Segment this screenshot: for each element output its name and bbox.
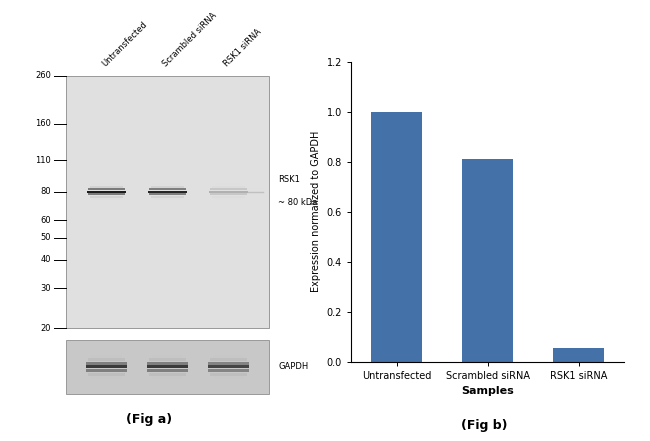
FancyBboxPatch shape: [66, 76, 269, 328]
FancyBboxPatch shape: [90, 186, 124, 188]
Text: 260: 260: [35, 71, 51, 80]
Text: RSK1: RSK1: [278, 175, 300, 184]
Bar: [463, 159, 512, 362]
FancyBboxPatch shape: [149, 373, 186, 376]
FancyBboxPatch shape: [88, 373, 125, 376]
FancyBboxPatch shape: [93, 183, 120, 186]
Text: 20: 20: [40, 324, 51, 333]
FancyBboxPatch shape: [210, 188, 247, 191]
FancyBboxPatch shape: [151, 186, 185, 188]
FancyBboxPatch shape: [147, 362, 188, 365]
Text: 30: 30: [40, 284, 51, 293]
FancyBboxPatch shape: [212, 196, 245, 198]
FancyBboxPatch shape: [148, 191, 187, 193]
Text: 60: 60: [40, 216, 51, 224]
Text: 110: 110: [35, 156, 51, 165]
FancyBboxPatch shape: [149, 358, 186, 361]
FancyBboxPatch shape: [149, 188, 187, 191]
X-axis label: Samples: Samples: [461, 386, 514, 396]
FancyBboxPatch shape: [88, 193, 125, 195]
FancyBboxPatch shape: [210, 193, 247, 195]
FancyBboxPatch shape: [210, 358, 247, 361]
Text: (Fig a): (Fig a): [127, 414, 172, 426]
Bar: [372, 112, 422, 362]
FancyBboxPatch shape: [88, 188, 125, 191]
FancyBboxPatch shape: [213, 376, 244, 379]
Y-axis label: Expression normalized to GAPDH: Expression normalized to GAPDH: [311, 131, 321, 292]
FancyBboxPatch shape: [86, 369, 127, 372]
Bar: [554, 348, 604, 362]
FancyBboxPatch shape: [91, 376, 122, 379]
Text: 160: 160: [35, 119, 51, 128]
FancyBboxPatch shape: [86, 362, 127, 365]
FancyBboxPatch shape: [215, 198, 242, 200]
FancyBboxPatch shape: [91, 355, 122, 358]
FancyBboxPatch shape: [151, 376, 183, 379]
FancyBboxPatch shape: [207, 366, 250, 368]
FancyBboxPatch shape: [212, 186, 245, 188]
Text: RSK1 siRNA: RSK1 siRNA: [222, 27, 263, 68]
FancyBboxPatch shape: [213, 355, 244, 358]
FancyBboxPatch shape: [147, 369, 188, 372]
FancyBboxPatch shape: [151, 196, 185, 198]
Text: ~ 80 kDa: ~ 80 kDa: [278, 198, 317, 206]
FancyBboxPatch shape: [154, 198, 181, 200]
FancyBboxPatch shape: [210, 373, 247, 376]
FancyBboxPatch shape: [88, 358, 125, 361]
FancyBboxPatch shape: [87, 191, 126, 193]
FancyBboxPatch shape: [66, 340, 269, 394]
Text: Scrambled siRNA: Scrambled siRNA: [161, 11, 218, 68]
Text: 40: 40: [40, 255, 51, 265]
FancyBboxPatch shape: [154, 183, 181, 186]
FancyBboxPatch shape: [208, 362, 249, 365]
FancyBboxPatch shape: [86, 366, 127, 368]
FancyBboxPatch shape: [215, 183, 242, 186]
Text: GAPDH: GAPDH: [278, 363, 308, 371]
FancyBboxPatch shape: [93, 198, 120, 200]
FancyBboxPatch shape: [149, 193, 187, 195]
Text: 50: 50: [40, 233, 51, 243]
FancyBboxPatch shape: [146, 366, 188, 368]
FancyBboxPatch shape: [90, 196, 124, 198]
Text: (Fig b): (Fig b): [461, 419, 508, 432]
FancyBboxPatch shape: [208, 369, 249, 372]
Text: Untransfected: Untransfected: [100, 19, 149, 68]
FancyBboxPatch shape: [209, 191, 248, 193]
FancyBboxPatch shape: [151, 355, 183, 358]
Text: 80: 80: [40, 187, 51, 196]
